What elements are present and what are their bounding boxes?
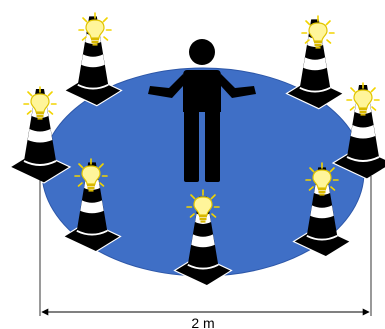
cone-back-right: [285, 15, 345, 110]
dimension-label: 2 m: [191, 315, 214, 329]
dimension-indicator: 2 m: [39, 176, 372, 329]
cone-back-left: [63, 12, 123, 107]
